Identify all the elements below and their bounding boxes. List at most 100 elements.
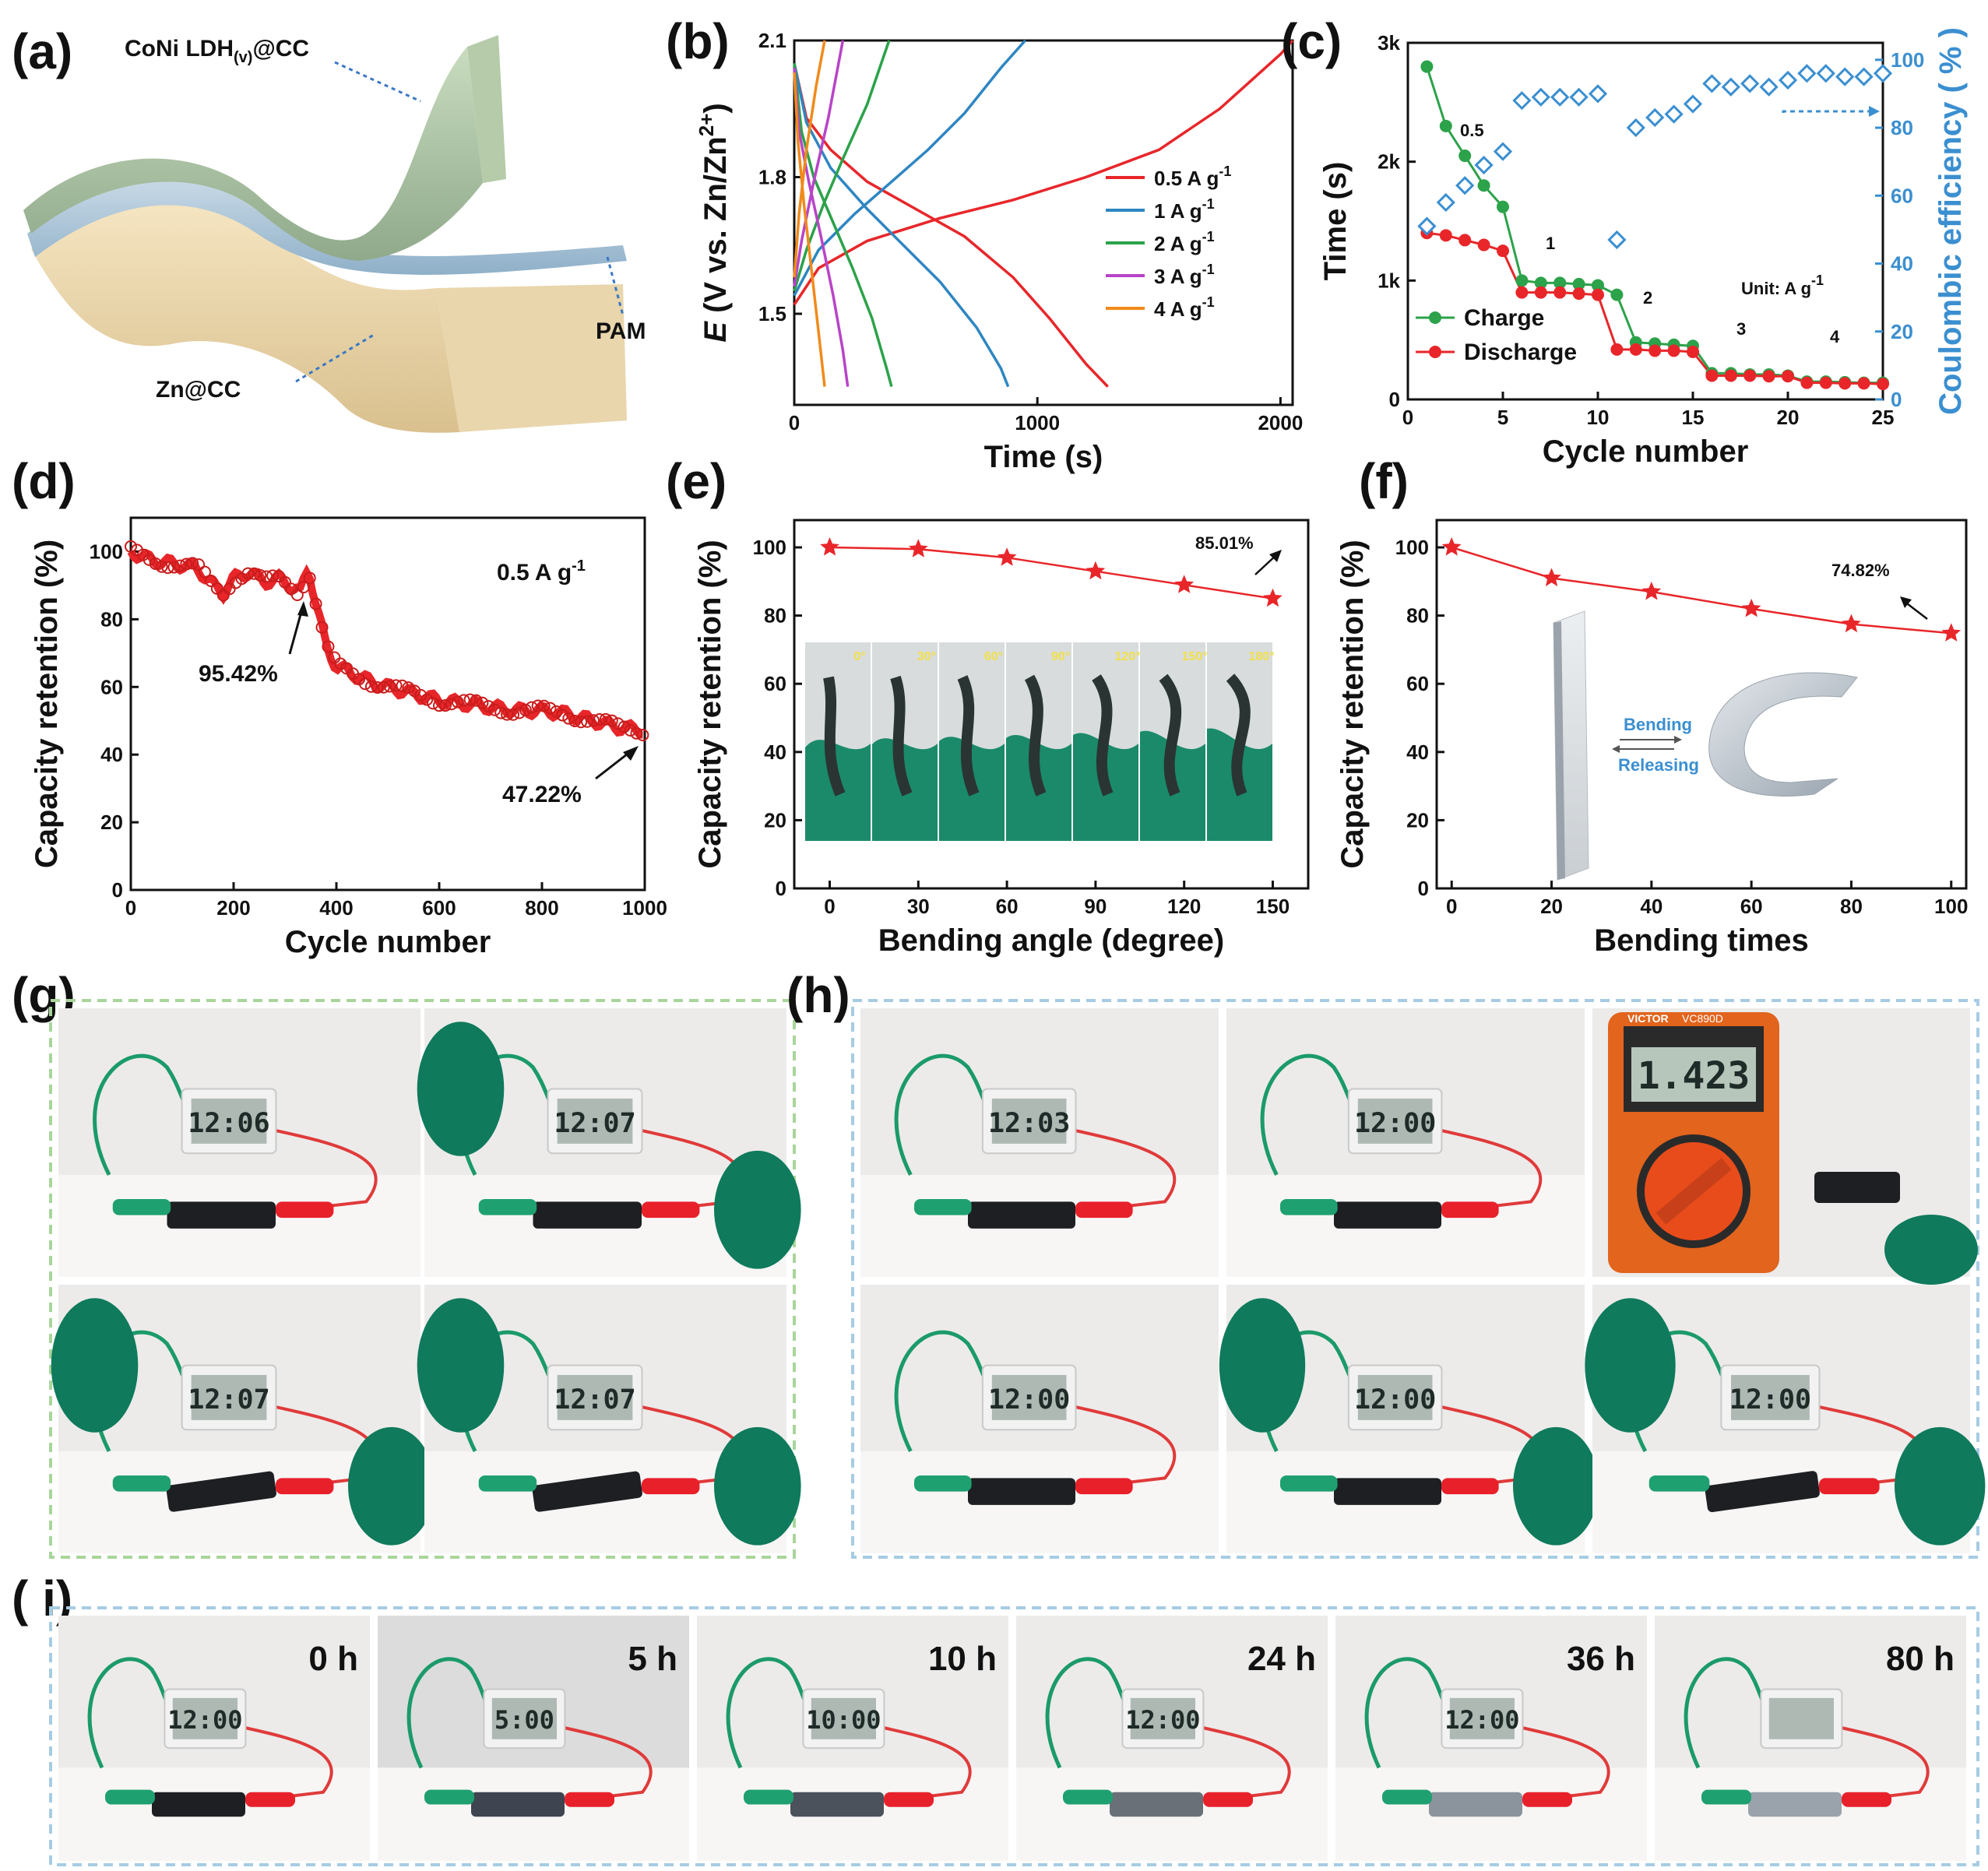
b-legend-label-2: 2 A g-1: [1154, 229, 1215, 255]
e-inset-angle-label: 180°: [1248, 650, 1274, 663]
panel-h-frame: [851, 999, 1979, 1559]
d-point: [575, 716, 588, 729]
clock-time: 12:06: [188, 1108, 269, 1139]
panel-f: (f) 0 20 40 60 80 100 0 20 40 60 80 100 Bending time…: [1335, 453, 1968, 958]
i-photo-1: 5:00 5 h: [378, 1616, 689, 1861]
b-series-charge-4: [793, 40, 826, 278]
d-arrow-end: [595, 750, 632, 780]
clock-lcd: [1768, 1697, 1834, 1739]
d-point: [254, 568, 267, 582]
c-discharge-point: [1857, 377, 1870, 390]
clock-lcd: [1357, 1098, 1433, 1144]
panel-h-label: (h): [786, 967, 850, 1023]
glove-left: [1585, 1298, 1676, 1433]
panel-d: (d) 0 200 400 600 800 1000 0 20 40 60 80 100 Cycle n…: [12, 453, 667, 959]
c-ce-point: [1569, 87, 1589, 107]
c-ce-point: [1683, 94, 1703, 114]
e-point: [1174, 575, 1195, 593]
f-xtick-label: 0: [1446, 895, 1457, 918]
e-ytick-label: 100: [753, 536, 786, 559]
red-wire: [558, 1725, 653, 1799]
c-charge-point: [1592, 279, 1604, 292]
c-charge-point: [1534, 276, 1547, 290]
c-charge-point: [1572, 277, 1585, 290]
clock-lcd: [191, 1374, 267, 1420]
clock-time: 12:07: [554, 1384, 635, 1416]
f-point: [1441, 537, 1462, 556]
h-photo-4: 12:00: [1219, 1285, 1599, 1553]
d-arrow-peak: [288, 608, 304, 655]
g-photo-3: 12:07: [417, 1285, 801, 1553]
red-wire: [1068, 1127, 1177, 1209]
clock-lcd: [557, 1374, 633, 1420]
e-inset-angle-label: 90°: [1051, 650, 1070, 663]
f-arrowhead-left: [1612, 745, 1620, 753]
clock-lcd: [172, 1697, 238, 1739]
clock-time: 12:00: [988, 1384, 1070, 1416]
clock-lcd: [1449, 1697, 1515, 1739]
c-discharge-point: [1819, 376, 1832, 389]
panel-g-photos: 12:06 12:07 12:07 12:07: [51, 1008, 801, 1553]
clock-time: 12:07: [554, 1108, 635, 1139]
b-plot-frame: [793, 39, 1294, 406]
green-clip: [478, 1198, 537, 1215]
f-xtick-label: 100: [1934, 895, 1968, 918]
green-clip: [424, 1789, 474, 1805]
f-point: [1941, 623, 1962, 642]
c-discharge-point: [1724, 369, 1737, 382]
f-point: [1641, 582, 1662, 600]
b-legend-sup: -1: [1202, 294, 1215, 310]
flexible-battery: [790, 1792, 884, 1817]
b-legend-label-1: 1 A g-1: [1154, 196, 1215, 223]
clock-lcd: [1357, 1374, 1433, 1420]
d-point: [445, 698, 458, 711]
c-ce-point: [1854, 67, 1874, 86]
b-legend-label-3: 3 A g-1: [1154, 262, 1215, 288]
f-ylabel: Capacity retention (%): [1335, 540, 1370, 868]
b-legend-text: 2 A g: [1154, 232, 1202, 255]
d-point: [501, 708, 514, 721]
d-point: [204, 574, 217, 587]
d-annotation-end: 47.22%: [502, 782, 582, 807]
red-clip: [1441, 1478, 1499, 1495]
i-time-label: 10 h: [928, 1640, 997, 1678]
d-point: [427, 697, 440, 710]
e-inset-battery: [957, 675, 980, 797]
d-xlabel: Cycle number: [285, 925, 491, 959]
d-point: [599, 712, 612, 726]
zn-cc-layer-tail: [436, 284, 627, 432]
c-ytick-label: 1k: [1378, 269, 1400, 292]
d-point: [309, 597, 322, 610]
flexible-battery: [1334, 1201, 1441, 1229]
c-ytick-label: 3k: [1378, 31, 1400, 55]
d-xtick-label: 0: [125, 896, 136, 920]
c-discharge-point: [1687, 345, 1699, 358]
d-xtick-label: 600: [422, 896, 456, 920]
d-point: [161, 561, 174, 575]
d-point: [180, 557, 193, 571]
red-clip: [884, 1792, 934, 1807]
d-point: [192, 558, 206, 571]
glove-right: [348, 1426, 435, 1546]
flexible-battery: [532, 1471, 642, 1512]
cathode-label: CoNi LDH(v)@CC: [125, 36, 309, 66]
c-ce-point: [1512, 91, 1532, 111]
e-ytick-label: 20: [764, 808, 786, 832]
d-xtick-label: 200: [216, 896, 250, 920]
c-y2tick-label: 80: [1891, 116, 1913, 139]
c-discharge-point: [1629, 343, 1642, 356]
h-photo-1: 12:00: [1226, 1008, 1585, 1277]
electrolyte-leader: [606, 256, 625, 316]
d-arrowhead-end: [623, 746, 639, 761]
c-ce-point: [1873, 64, 1893, 83]
electrolyte-label: PAM: [596, 318, 646, 344]
green-clip: [914, 1475, 972, 1492]
c-discharge-point: [1838, 377, 1852, 390]
d-point: [143, 553, 156, 566]
c-rate-label: 1: [1546, 234, 1555, 253]
e-ytick-label: 40: [764, 740, 786, 764]
red-clip: [1522, 1792, 1572, 1807]
flexible-battery: [533, 1201, 642, 1229]
clock-time: 10:00: [806, 1705, 881, 1735]
e-xtick-label: 120: [1167, 895, 1201, 918]
